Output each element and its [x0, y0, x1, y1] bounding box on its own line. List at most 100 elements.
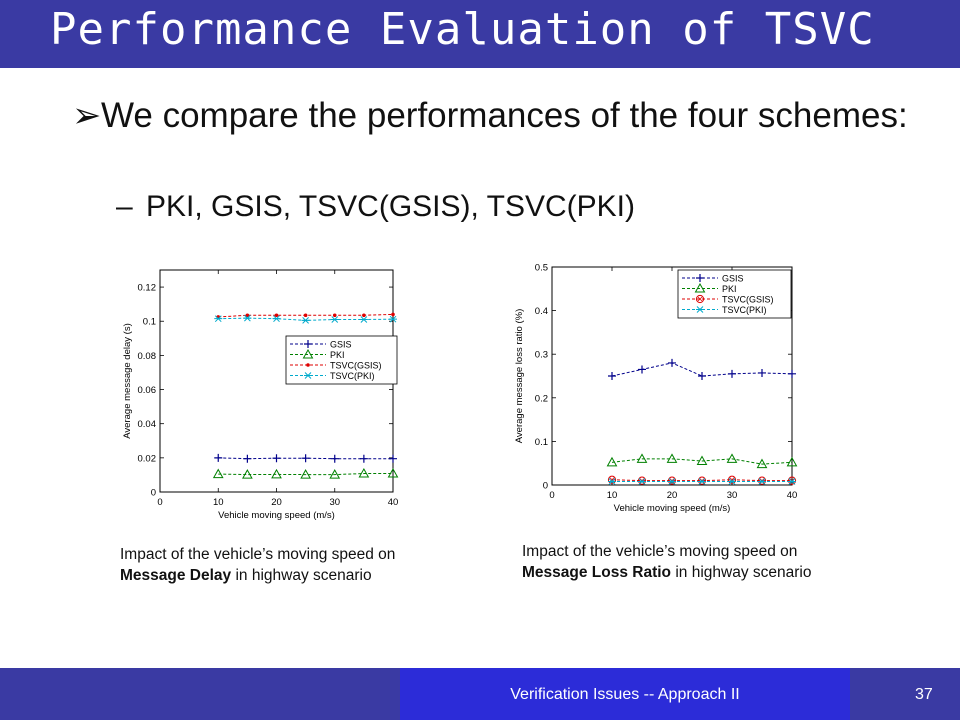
data-point	[272, 454, 281, 463]
legend-marker	[306, 363, 310, 367]
legend-label: PKI	[330, 350, 345, 360]
y-tick-label: 0.06	[138, 385, 157, 396]
y-axis-label: Average message delay (s)	[122, 323, 133, 438]
legend-marker	[304, 372, 312, 379]
legend-marker	[302, 348, 314, 359]
data-point	[698, 372, 706, 380]
sub-bullet: – PKI, GSIS, TSVC(GSIS), TSVC(PKI)	[116, 190, 635, 224]
caption-loss-rest: in highway scenario	[671, 564, 812, 581]
caption-delay: Impact of the vehicle’s moving speed on …	[120, 544, 395, 586]
caption-delay-rest: in highway scenario	[231, 567, 372, 584]
x-tick-label: 30	[727, 490, 738, 501]
x-tick-label: 30	[329, 497, 340, 508]
legend-label: GSIS	[330, 339, 352, 349]
data-point	[243, 454, 252, 463]
data-point	[212, 468, 224, 479]
delay-chart: 0 10 20 30 40 0 0.02 0.04 0.06 0.08 0.1 0.12 Vehicle…	[122, 269, 399, 521]
legend-marker	[304, 340, 312, 348]
x-tick-label: 10	[213, 497, 224, 508]
legend-label: TSVC(GSIS)	[722, 294, 774, 304]
series-line-pki	[611, 458, 793, 465]
y-tick-label: 0.5	[535, 263, 548, 274]
data-point	[359, 316, 368, 323]
y-axis-label: Average message loss ratio (%)	[514, 309, 525, 443]
data-point	[214, 315, 223, 323]
data-point	[726, 453, 738, 463]
data-point	[756, 458, 768, 469]
data-point	[332, 313, 337, 318]
loss-ratio-chart: 0 10 20 30 40 0 0.1 0.2 0.3 0.4 0.5 Vehicle moving …	[514, 263, 798, 514]
data-point	[330, 454, 339, 463]
main-bullet: ➢ We compare the performances of the fou…	[72, 92, 922, 140]
data-point	[666, 453, 678, 463]
series-line-pki	[218, 473, 393, 476]
data-point	[329, 469, 341, 479]
data-point	[301, 317, 310, 324]
data-point	[668, 358, 676, 367]
data-point	[243, 314, 252, 322]
legend-label: GSIS	[722, 273, 744, 283]
footer-title-box	[400, 668, 850, 720]
data-point	[758, 368, 766, 377]
x-axis-label: Vehicle moving speed (m/s)	[218, 510, 335, 521]
data-point	[668, 478, 676, 485]
legend-marker	[694, 282, 706, 293]
data-point	[245, 313, 250, 318]
data-point	[696, 455, 708, 466]
x-tick-label: 40	[388, 497, 399, 508]
caption-loss-bold: Message Loss Ratio	[522, 564, 672, 581]
data-point	[728, 478, 736, 485]
legend-label: PKI	[722, 284, 737, 294]
y-tick-label: 0	[543, 481, 548, 492]
legend-marker	[696, 306, 704, 313]
data-point	[214, 453, 223, 462]
x-tick-label: 0	[157, 497, 162, 508]
y-tick-label: 0.3	[535, 350, 548, 361]
caption-loss-line1: Impact of the vehicle’s moving speed on	[522, 543, 798, 560]
caption-delay-line1: Impact of the vehicle’s moving speed on	[120, 546, 396, 563]
main-bullet-text: We compare the performances of the four …	[101, 96, 908, 135]
page-number: 37	[915, 686, 933, 703]
data-point	[271, 468, 282, 479]
legend-label: TSVC(GSIS)	[330, 360, 382, 370]
data-point	[303, 313, 308, 318]
y-tick-label: 0.1	[535, 437, 548, 448]
y-tick-label: 0	[151, 488, 156, 499]
footer-text: Verification Issues -- Approach II	[510, 686, 740, 703]
arrow-bullet-icon: ➢	[72, 96, 102, 135]
data-point	[362, 313, 366, 318]
data-point	[274, 313, 279, 318]
data-point	[638, 478, 646, 485]
data-point	[698, 478, 706, 485]
sub-bullet-text: PKI, GSIS, TSVC(GSIS), TSVC(PKI)	[146, 190, 635, 223]
y-tick-label: 0.02	[138, 453, 157, 464]
data-point	[359, 454, 368, 463]
data-point	[608, 372, 616, 380]
data-point	[758, 478, 766, 485]
data-point	[389, 454, 397, 463]
data-point	[636, 453, 648, 463]
data-point	[300, 469, 311, 479]
data-point	[330, 316, 339, 323]
x-tick-label: 20	[667, 490, 678, 501]
data-point	[358, 468, 370, 478]
y-tick-label: 0.1	[143, 317, 156, 328]
data-point	[608, 478, 616, 485]
y-tick-label: 0.08	[138, 351, 157, 362]
x-tick-label: 20	[271, 497, 282, 508]
x-axis-label: Vehicle moving speed (m/s)	[614, 503, 731, 514]
data-point	[728, 369, 736, 378]
y-tick-label: 0.2	[535, 393, 548, 404]
x-tick-label: 0	[549, 490, 554, 501]
y-tick-label: 0.12	[138, 283, 157, 294]
y-tick-label: 0.4	[535, 306, 548, 317]
dash-bullet-icon: –	[116, 190, 133, 223]
caption-delay-bold: Message Delay	[120, 567, 232, 584]
x-tick-label: 40	[787, 490, 798, 501]
data-point	[788, 478, 796, 485]
legend-label: TSVC(PKI)	[722, 305, 767, 315]
y-tick-label: 0.04	[138, 419, 157, 430]
slide-title: Performance Evaluation of TSVC	[50, 4, 875, 55]
data-point	[606, 456, 618, 467]
title-bar	[0, 0, 960, 68]
